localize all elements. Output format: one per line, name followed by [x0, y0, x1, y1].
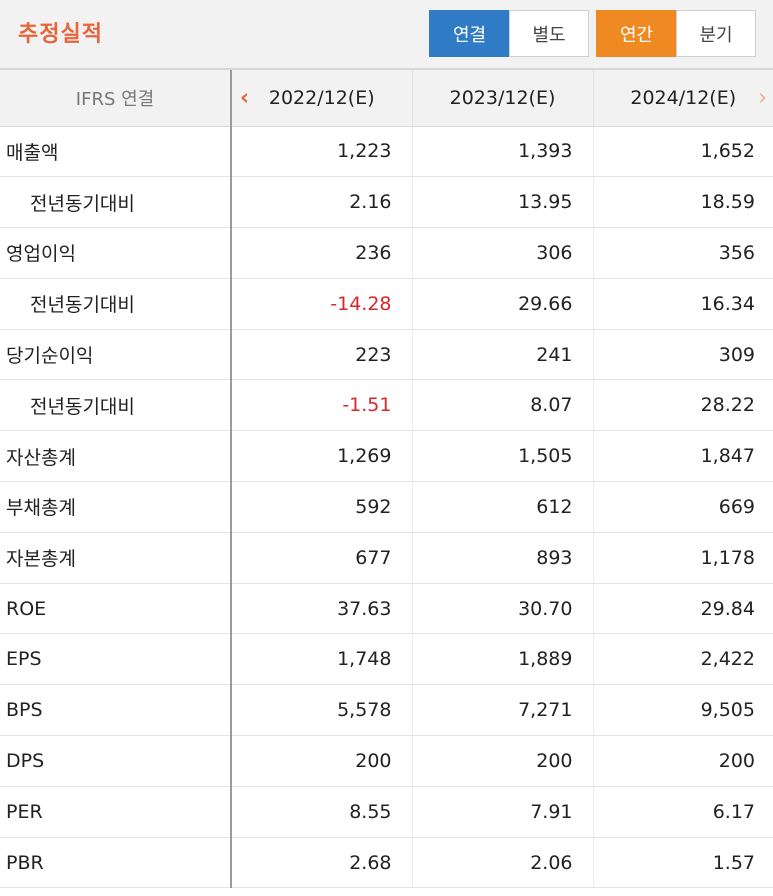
- table-cell: 669: [593, 481, 773, 533]
- table-cell: 1,505: [412, 430, 594, 483]
- row-label: PBR: [0, 837, 232, 889]
- row-label: 영업이익: [0, 227, 232, 279]
- table-cell: 8.55: [231, 786, 413, 838]
- chevron-right-icon[interactable]: ›: [758, 85, 767, 111]
- table-cell: 1,847: [593, 430, 773, 483]
- table-row: 당기순이익 223 241 309: [0, 329, 773, 381]
- table-cell: 1.57: [593, 837, 773, 889]
- consolidation-toggle: 연결 별도: [429, 10, 589, 57]
- table-cell: 677: [231, 532, 413, 584]
- estimates-table: IFRS 연결 ‹ 2022/12(E) 2023/12(E) 2024/12(…: [0, 70, 773, 889]
- table-cell: 223: [231, 329, 413, 381]
- table-cell: 893: [412, 532, 594, 584]
- table-cell: 200: [593, 735, 773, 787]
- column-header-0: ‹ 2022/12(E): [231, 70, 413, 127]
- table-cell: 2,422: [593, 633, 773, 686]
- row-label: 매출액: [0, 126, 232, 178]
- row-label: 자산총계: [0, 430, 232, 483]
- table-row: PER 8.55 7.91 6.17: [0, 786, 773, 838]
- annual-button[interactable]: 연간: [596, 10, 676, 57]
- column-header-label: 2022/12(E): [268, 86, 375, 109]
- table-row: BPS 5,578 7,271 9,505: [0, 684, 773, 737]
- table-cell: 241: [412, 329, 594, 381]
- table-header-row: IFRS 연결 ‹ 2022/12(E) 2023/12(E) 2024/12(…: [0, 70, 773, 127]
- table-row: PBR 2.68 2.06 1.57: [0, 837, 773, 889]
- label-column-header: IFRS 연결: [0, 70, 232, 127]
- table-cell: 1,748: [231, 633, 413, 686]
- row-label: 전년동기대비: [0, 176, 232, 229]
- row-label: 부채총계: [0, 481, 232, 533]
- table-cell: 200: [412, 735, 594, 787]
- table-cell: 30.70: [412, 583, 594, 635]
- table-cell: 1,889: [412, 633, 594, 686]
- page-title: 추정실적: [18, 22, 103, 47]
- table-cell: 200: [231, 735, 413, 787]
- row-label: BPS: [0, 684, 232, 737]
- table-cell: 2.16: [231, 176, 413, 229]
- row-label: 전년동기대비: [0, 278, 232, 330]
- table-cell: 306: [412, 227, 594, 279]
- table-cell: 5,578: [231, 684, 413, 737]
- table-cell: 29.66: [412, 278, 594, 330]
- row-label: ROE: [0, 583, 232, 635]
- table-cell: 16.34: [593, 278, 773, 330]
- row-label: 자본총계: [0, 532, 232, 584]
- table-cell: 18.59: [593, 176, 773, 229]
- table-cell: 592: [231, 481, 413, 533]
- table-cell: 1,652: [593, 126, 773, 178]
- table-cell: 2.68: [231, 837, 413, 889]
- row-label: 당기순이익: [0, 329, 232, 381]
- table-cell: 1,223: [231, 126, 413, 178]
- table-cell: 7.91: [412, 786, 594, 838]
- table-row: 부채총계 592 612 669: [0, 481, 773, 533]
- consolidated-button[interactable]: 연결: [429, 10, 509, 57]
- table-cell: 37.63: [231, 583, 413, 635]
- table-cell: 6.17: [593, 786, 773, 838]
- table-cell: 28.22: [593, 379, 773, 432]
- table-cell: 1,393: [412, 126, 594, 178]
- table-row: 자본총계 677 893 1,178: [0, 532, 773, 584]
- column-header-2: 2024/12(E) ›: [593, 70, 773, 127]
- header-bar: 추정실적 연결 별도 연간 분기: [0, 0, 773, 70]
- table-row: EPS 1,748 1,889 2,422: [0, 633, 773, 686]
- table-cell: 309: [593, 329, 773, 381]
- table-row: 전년동기대비 2.16 13.95 18.59: [0, 176, 773, 229]
- quarterly-button[interactable]: 분기: [676, 10, 756, 57]
- table-cell: 236: [231, 227, 413, 279]
- column-header-label: 2023/12(E): [449, 86, 556, 109]
- table-cell: 29.84: [593, 583, 773, 635]
- row-label: DPS: [0, 735, 232, 787]
- table-cell: 612: [412, 481, 594, 533]
- row-label: 전년동기대비: [0, 379, 232, 432]
- separate-button[interactable]: 별도: [509, 10, 589, 57]
- table-cell: -1.51: [231, 379, 413, 432]
- table-cell: 1,178: [593, 532, 773, 584]
- table-cell: -14.28: [231, 278, 413, 330]
- table-cell: 7,271: [412, 684, 594, 737]
- table-row: 전년동기대비 -1.51 8.07 28.22: [0, 379, 773, 432]
- period-toggle: 연간 분기: [596, 10, 756, 57]
- table-cell: 356: [593, 227, 773, 279]
- table-row: 매출액 1,223 1,393 1,652: [0, 126, 773, 178]
- table-row: 영업이익 236 306 356: [0, 227, 773, 279]
- table-cell: 2.06: [412, 837, 594, 889]
- column-header-1: 2023/12(E): [412, 70, 594, 127]
- table-cell: 8.07: [412, 379, 594, 432]
- table-cell: 9,505: [593, 684, 773, 737]
- column-header-label: 2024/12(E): [630, 86, 737, 109]
- table-cell: 1,269: [231, 430, 413, 483]
- row-label: EPS: [0, 633, 232, 686]
- table-row: 전년동기대비 -14.28 29.66 16.34: [0, 278, 773, 330]
- row-label: PER: [0, 786, 232, 838]
- table-cell: 13.95: [412, 176, 594, 229]
- chevron-left-icon[interactable]: ‹: [240, 85, 250, 111]
- table-row: 자산총계 1,269 1,505 1,847: [0, 430, 773, 483]
- table-row: DPS 200 200 200: [0, 735, 773, 787]
- table-row: ROE 37.63 30.70 29.84: [0, 583, 773, 635]
